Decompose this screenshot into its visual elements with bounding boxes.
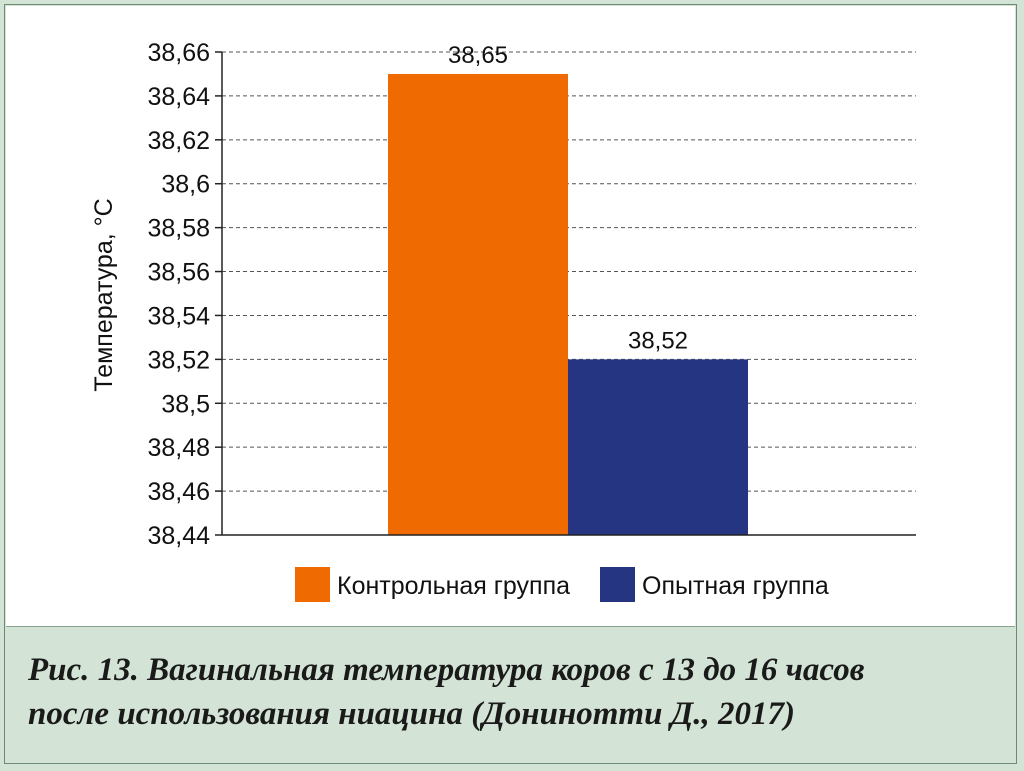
- y-tick-label: 38,6: [161, 171, 210, 199]
- y-tick-label: 38,48: [147, 434, 210, 462]
- data-label-2: 38,52: [628, 327, 688, 354]
- legend-swatch-1: [295, 567, 330, 602]
- bar-2: [568, 359, 748, 535]
- bar-chart: 38,6638,6438,6238,638,5838,5638,5438,523…: [90, 39, 916, 602]
- caption-line-2: после использования ниацина (Донинотти Д…: [28, 696, 795, 732]
- bars: [388, 73, 748, 536]
- y-tick-label: 38,5: [161, 390, 210, 418]
- legend: Контрольная группа Опытная группа: [295, 567, 829, 602]
- y-tick-label: 38,62: [147, 127, 210, 155]
- bar-1: [388, 73, 568, 536]
- y-axis-label: Температура, °С: [90, 198, 118, 391]
- y-tick-label: 38,66: [147, 39, 210, 67]
- y-tick-label: 38,54: [147, 302, 210, 330]
- y-tick-label: 38,56: [147, 259, 210, 287]
- y-tick-label: 38,58: [147, 215, 210, 243]
- y-tick-labels: 38,66 38,64 38,62 38,6 38,58 38,56 38,54 38,52 3…: [147, 39, 222, 550]
- legend-label-2: Опытная группа: [642, 572, 829, 600]
- legend-label-1: Контрольная группа: [337, 572, 570, 600]
- y-tick-label: 38,52: [147, 346, 210, 374]
- caption-line-1: Рис. 13. Вагинальная температура коров с…: [28, 652, 865, 688]
- figure-caption: Рис. 13. Вагинальная температура коров с…: [28, 648, 988, 736]
- y-tick-label: 38,44: [147, 522, 210, 550]
- y-tick-label: 38,64: [147, 83, 210, 111]
- data-labels: 38,65 38,52: [448, 42, 688, 354]
- legend-swatch-2: [600, 567, 635, 602]
- data-label-1: 38,65: [448, 42, 508, 69]
- chart-panel: 38,66 38,64 38,62 38,6 38,58 38,56 38,54 38,52 3…: [6, 6, 1015, 627]
- figure-frame: [4, 4, 1017, 764]
- y-tick-label: 38,46: [147, 478, 210, 506]
